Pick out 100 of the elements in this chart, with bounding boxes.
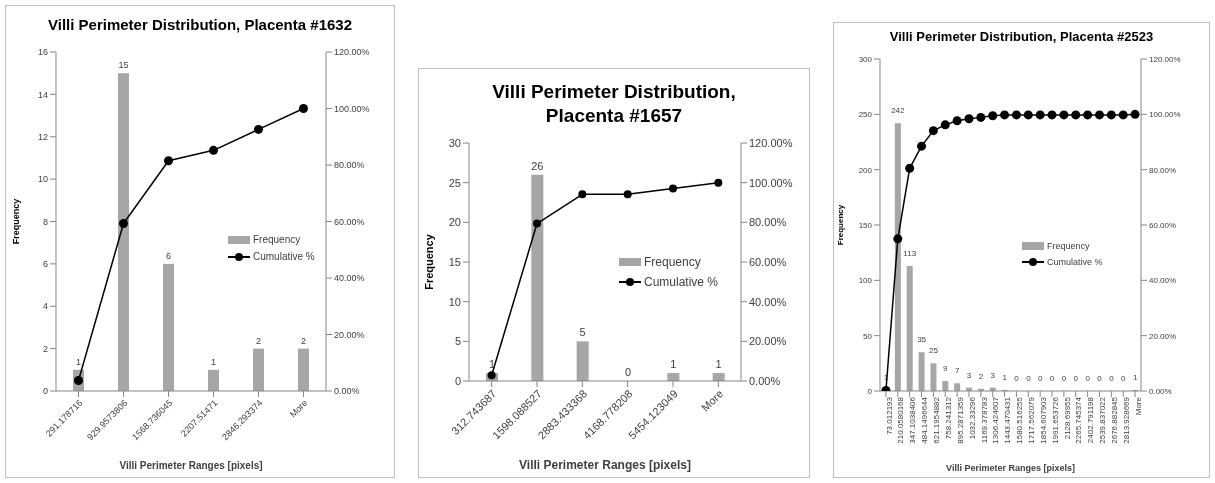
data-label: 9 bbox=[943, 364, 949, 374]
y2-tick-label: 20.00% bbox=[334, 329, 365, 340]
y2-tick-label: 60.00% bbox=[334, 216, 365, 227]
y2-tick-label: 100.00% bbox=[334, 103, 370, 114]
y-tick-label: 100 bbox=[858, 276, 873, 286]
chart-title: Villi Perimeter Distribution, Placenta #2523 bbox=[888, 27, 1155, 46]
data-label: 0 bbox=[1014, 374, 1020, 383]
data-label: 0 bbox=[1073, 374, 1079, 383]
chart-title: Villi Perimeter Distribution, Placenta #1632 bbox=[47, 14, 353, 35]
data-label: 3 bbox=[990, 370, 996, 380]
x-tick-label: 1443.470431 bbox=[1003, 396, 1013, 444]
y-tick-label: 300 bbox=[858, 54, 873, 64]
data-label: 113 bbox=[903, 248, 917, 258]
data-label: 1 bbox=[670, 358, 677, 371]
legend-label: Cumulative % bbox=[253, 251, 315, 262]
y-tick-label: 14 bbox=[37, 89, 48, 100]
y2-tick-label: 20.00% bbox=[749, 335, 787, 348]
data-label: 0 bbox=[1026, 374, 1032, 383]
x-tick-label: 484.1496644 bbox=[920, 396, 930, 444]
legend-label: Cumulative % bbox=[644, 275, 719, 289]
data-label: 0 bbox=[1061, 374, 1067, 383]
data-label: 15 bbox=[118, 60, 129, 71]
data-label: 1 bbox=[883, 372, 889, 382]
data-label: 25 bbox=[929, 346, 939, 356]
x-tick-label: 1032.33296 bbox=[967, 396, 977, 440]
data-label: 0 bbox=[1121, 374, 1127, 383]
x-tick-label: 73.012193 bbox=[884, 396, 894, 435]
y-tick-label: 250 bbox=[858, 110, 873, 120]
data-label: 6 bbox=[165, 250, 172, 261]
y-tick-label: 10 bbox=[448, 295, 461, 308]
legend-label: Frequency bbox=[253, 234, 301, 245]
data-label: 1 bbox=[1132, 372, 1138, 382]
data-label: 1 bbox=[210, 356, 217, 367]
x-tick-label: 2813.928669 bbox=[1121, 396, 1131, 444]
y2-tick-label: 20.00% bbox=[1149, 331, 1177, 341]
y2-tick-label: 0.00% bbox=[334, 386, 360, 397]
y2-tick-label: 40.00% bbox=[1149, 276, 1177, 286]
y-tick-label: 0 bbox=[867, 386, 873, 396]
y-tick-label: 150 bbox=[858, 220, 873, 230]
data-label: 5 bbox=[579, 326, 586, 339]
x-tick-label: 621.1954882 bbox=[932, 396, 942, 444]
y-tick-label: 30 bbox=[448, 136, 461, 149]
y2-tick-label: 40.00% bbox=[749, 295, 787, 308]
y2-tick-label: 120.00% bbox=[749, 136, 793, 149]
x-tick-label: 758.241312 bbox=[943, 396, 953, 440]
y-tick-label: 12 bbox=[37, 131, 48, 142]
x-tick-label: 2402.791198 bbox=[1086, 396, 1096, 444]
data-label: 0 bbox=[1097, 374, 1103, 383]
x-tick-label: More bbox=[1133, 396, 1143, 416]
data-label: 35 bbox=[917, 335, 927, 345]
y-tick-label: 200 bbox=[858, 165, 873, 175]
y2-tick-label: 80.00% bbox=[749, 216, 787, 229]
x-tick-label: 2128.69955 bbox=[1062, 396, 1072, 440]
x-tick-label: 210.0580168 bbox=[896, 396, 906, 444]
x-tick-label: 1854.607903 bbox=[1038, 396, 1048, 444]
y2-tick-label: 120.00% bbox=[334, 47, 370, 58]
x-tick-label: 2539.837022 bbox=[1098, 396, 1108, 444]
x-axis-title: Villi Perimeter Ranges [pixels] bbox=[519, 458, 691, 472]
y-tick-label: 16 bbox=[37, 47, 48, 58]
data-label: 7 bbox=[954, 366, 960, 376]
x-tick-label: 1991.653726 bbox=[1050, 396, 1060, 444]
y-axis-title: Frequency bbox=[835, 204, 845, 246]
y-tick-label: 5 bbox=[454, 335, 461, 348]
y-tick-label: 15 bbox=[448, 255, 461, 268]
x-tick-label: 1306.424607 bbox=[991, 396, 1001, 444]
x-tick-label: 347.1038406 bbox=[908, 396, 918, 444]
y-axis-title: Frequency bbox=[11, 198, 22, 245]
y-tick-label: 0 bbox=[454, 374, 461, 387]
y-axis-title: Frequency bbox=[422, 233, 435, 290]
x-tick-label: 2676.882845 bbox=[1110, 396, 1120, 444]
data-label: 0 bbox=[1049, 374, 1055, 383]
y-tick-label: 0 bbox=[42, 386, 48, 397]
y2-tick-label: 80.00% bbox=[334, 160, 365, 171]
y2-tick-label: 0.00% bbox=[749, 374, 781, 387]
x-axis-title: Villi Perimeter Ranges [pixels] bbox=[119, 460, 263, 471]
x-axis-title: Villi Perimeter Ranges [pixels] bbox=[946, 463, 1075, 473]
y2-tick-label: 0.00% bbox=[1149, 386, 1172, 396]
y2-tick-label: 60.00% bbox=[1149, 220, 1177, 230]
y2-tick-label: 80.00% bbox=[1149, 165, 1177, 175]
y-tick-label: 25 bbox=[448, 176, 461, 189]
data-label: 2 bbox=[300, 335, 307, 346]
x-tick-label: 2265.745374 bbox=[1074, 396, 1084, 444]
legend-label: Cumulative % bbox=[1047, 257, 1103, 267]
data-label: 0 bbox=[1038, 374, 1043, 383]
data-label: 242 bbox=[891, 106, 906, 116]
data-label: 2 bbox=[255, 335, 262, 346]
data-label: 0 bbox=[1109, 374, 1115, 383]
y-tick-label: 2 bbox=[42, 343, 48, 354]
chart-title: Villi Perimeter Distribution, Placenta #1657 bbox=[492, 81, 736, 126]
data-label: 2 bbox=[978, 371, 984, 381]
data-label: 3 bbox=[966, 370, 972, 380]
y-tick-label: 4 bbox=[42, 301, 48, 312]
data-label: 26 bbox=[531, 159, 544, 172]
y-tick-label: 50 bbox=[863, 331, 873, 341]
data-label: 0 bbox=[1085, 374, 1091, 383]
y-tick-label: 10 bbox=[37, 174, 48, 185]
legend-label: Frequency bbox=[1047, 241, 1090, 251]
data-label: 1 bbox=[75, 356, 82, 367]
y-tick-label: 6 bbox=[42, 259, 48, 270]
x-tick-label: 1169.378783 bbox=[979, 396, 989, 444]
